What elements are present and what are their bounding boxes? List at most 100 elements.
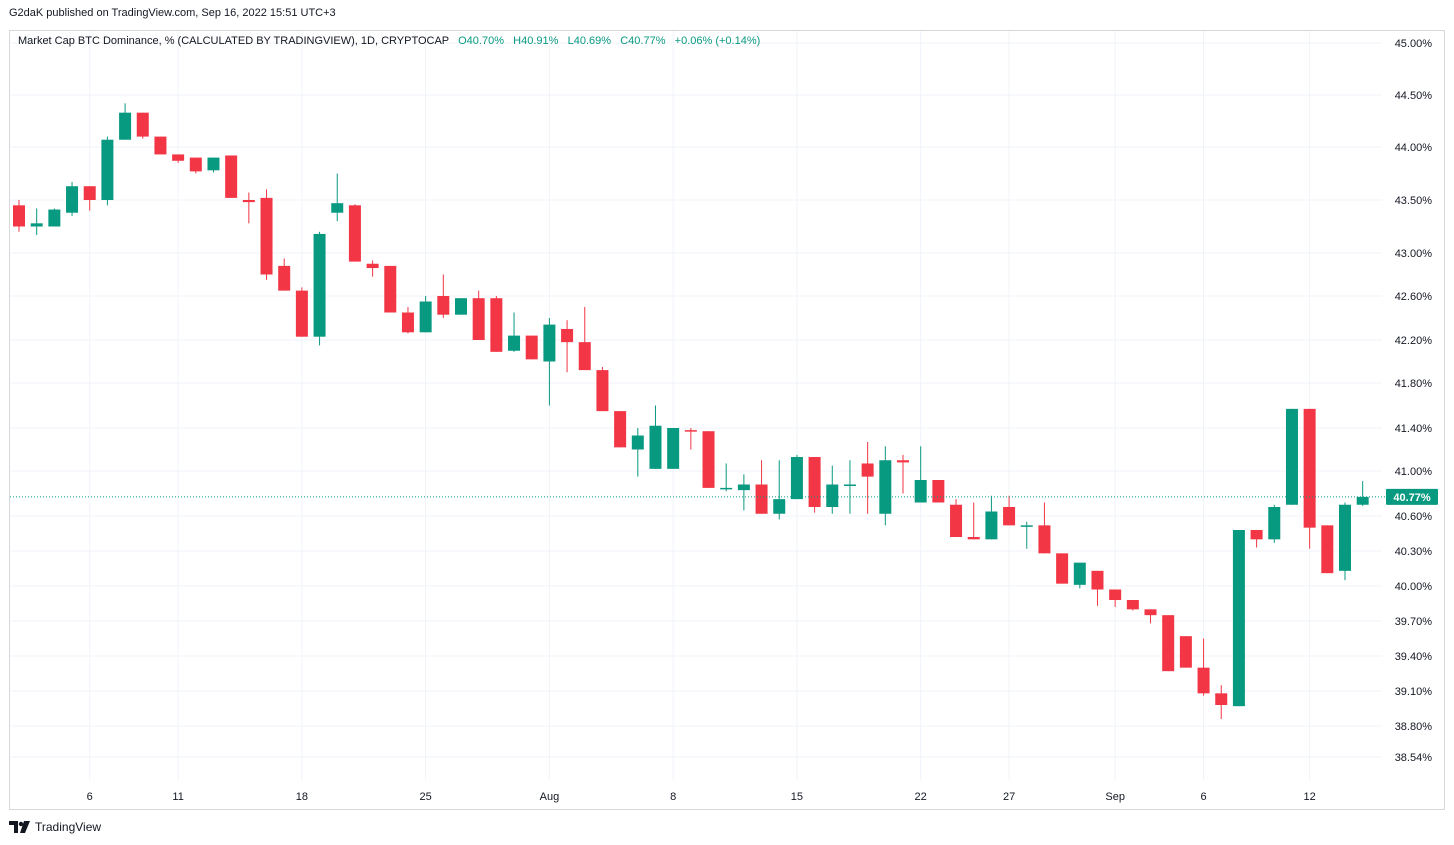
publish-line: G2daK published on TradingView.com, Sep … xyxy=(9,7,336,19)
x-tick-label: 18 xyxy=(296,791,308,803)
candle[interactable] xyxy=(455,298,467,315)
candle[interactable] xyxy=(1056,553,1069,584)
candle[interactable] xyxy=(1268,504,1281,543)
candle[interactable] xyxy=(773,460,786,520)
candle-body xyxy=(455,298,467,315)
candle[interactable] xyxy=(260,189,273,280)
candle-body xyxy=(932,480,945,503)
candle[interactable] xyxy=(1091,570,1104,606)
candle[interactable] xyxy=(596,366,609,412)
candle[interactable] xyxy=(172,154,185,163)
candle-body xyxy=(1356,496,1369,505)
candle[interactable] xyxy=(437,274,450,319)
candle[interactable] xyxy=(843,460,856,514)
candle[interactable] xyxy=(331,173,344,222)
candle[interactable] xyxy=(649,405,662,469)
candle[interactable] xyxy=(808,457,821,513)
candle-body xyxy=(172,154,185,161)
candle[interactable] xyxy=(720,463,733,492)
candle[interactable] xyxy=(543,318,556,406)
candle-body xyxy=(1197,667,1210,694)
candle[interactable] xyxy=(472,290,485,340)
candle-body xyxy=(879,460,892,514)
candle[interactable] xyxy=(667,428,680,469)
candle[interactable] xyxy=(30,208,43,235)
candle[interactable] xyxy=(101,136,114,206)
candle[interactable] xyxy=(366,260,379,277)
candle[interactable] xyxy=(578,307,591,371)
candle[interactable] xyxy=(790,454,803,500)
candle[interactable] xyxy=(1215,685,1228,719)
candle-body xyxy=(242,200,255,203)
y-tick-label: 39.40% xyxy=(1395,651,1433,663)
candle[interactable] xyxy=(1232,530,1245,707)
candle[interactable] xyxy=(119,103,132,140)
candle-body xyxy=(136,112,149,137)
candle[interactable] xyxy=(1073,562,1086,589)
candle[interactable] xyxy=(985,495,998,540)
candle[interactable] xyxy=(490,296,503,352)
candle[interactable] xyxy=(419,296,432,333)
candle[interactable] xyxy=(136,112,149,139)
legend-high: H40.91% xyxy=(513,35,559,47)
candle[interactable] xyxy=(348,204,361,262)
y-tick-label: 38.54% xyxy=(1395,752,1433,764)
candle[interactable] xyxy=(702,431,715,488)
candle[interactable] xyxy=(225,155,238,198)
x-tick-label: 6 xyxy=(87,791,93,803)
candle[interactable] xyxy=(614,411,627,448)
candle[interactable] xyxy=(66,181,79,216)
candle[interactable] xyxy=(861,441,874,514)
candle[interactable] xyxy=(631,428,644,477)
candle[interactable] xyxy=(826,465,839,514)
candle[interactable] xyxy=(1356,481,1369,506)
candle[interactable] xyxy=(242,192,255,224)
candle[interactable] xyxy=(207,157,220,173)
candle[interactable] xyxy=(879,446,892,526)
candle[interactable] xyxy=(897,454,909,494)
candle[interactable] xyxy=(950,499,963,537)
candle[interactable] xyxy=(48,208,61,227)
candle[interactable] xyxy=(1179,636,1192,668)
candle[interactable] xyxy=(189,157,202,174)
candle[interactable] xyxy=(295,287,308,337)
candle[interactable] xyxy=(401,307,414,334)
candle[interactable] xyxy=(313,231,326,346)
candle[interactable] xyxy=(1003,495,1016,526)
candle[interactable] xyxy=(1126,600,1139,611)
candle-body xyxy=(295,290,308,337)
tradingview-brand[interactable]: TradingView xyxy=(9,820,101,834)
candle[interactable] xyxy=(154,136,167,155)
candle[interactable] xyxy=(1321,525,1334,574)
candle[interactable] xyxy=(384,265,397,313)
candle-body xyxy=(614,411,627,448)
candle[interactable] xyxy=(1250,530,1263,548)
candle[interactable] xyxy=(508,312,521,352)
candle[interactable] xyxy=(83,186,96,211)
candle[interactable] xyxy=(914,446,927,503)
candle-body xyxy=(826,484,839,507)
tradingview-logo-icon xyxy=(9,821,30,833)
candle-body xyxy=(437,296,450,315)
x-tick-label: 25 xyxy=(420,791,432,803)
candle[interactable] xyxy=(1162,615,1175,672)
candle[interactable] xyxy=(737,474,750,511)
candle[interactable] xyxy=(684,428,697,450)
candle[interactable] xyxy=(1020,521,1033,549)
y-tick-label: 40.00% xyxy=(1395,581,1433,593)
candle[interactable] xyxy=(1144,609,1157,624)
candle[interactable] xyxy=(755,460,768,514)
candle[interactable] xyxy=(967,502,980,540)
candle[interactable] xyxy=(1109,589,1122,608)
candle[interactable] xyxy=(1038,502,1051,554)
candle[interactable] xyxy=(1285,408,1298,505)
candle[interactable] xyxy=(932,480,945,503)
candle-body xyxy=(225,155,238,198)
candle[interactable] xyxy=(1339,502,1351,581)
candle[interactable] xyxy=(1303,408,1316,549)
candle[interactable] xyxy=(561,320,574,373)
candle[interactable] xyxy=(13,200,25,232)
candle[interactable] xyxy=(525,335,538,360)
candle[interactable] xyxy=(1197,638,1210,696)
candle[interactable] xyxy=(278,258,291,291)
